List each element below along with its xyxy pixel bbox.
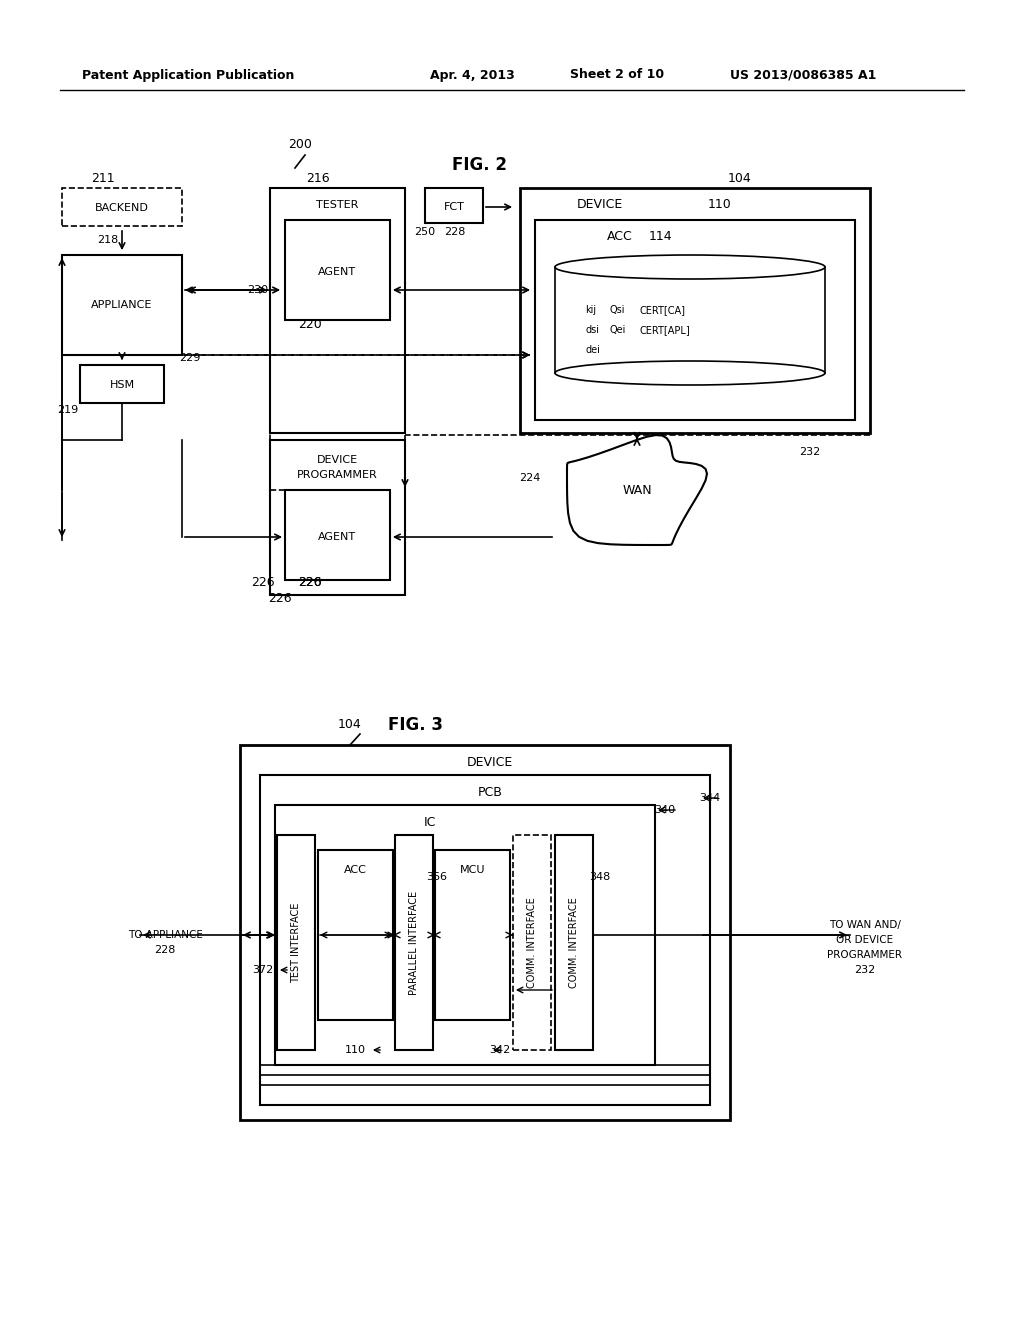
Text: TEST INTERFACE: TEST INTERFACE xyxy=(291,903,301,982)
Text: 211: 211 xyxy=(91,172,115,185)
Text: DEVICE: DEVICE xyxy=(467,756,513,770)
Text: PROGRAMMER: PROGRAMMER xyxy=(297,470,378,480)
Text: 226: 226 xyxy=(268,591,292,605)
Bar xyxy=(278,836,315,1049)
Text: ACC: ACC xyxy=(344,865,367,875)
Text: Patent Application Publication: Patent Application Publication xyxy=(82,69,294,82)
Text: TO WAN AND/: TO WAN AND/ xyxy=(829,920,901,931)
Text: MCU: MCU xyxy=(460,865,485,875)
Text: FIG. 2: FIG. 2 xyxy=(453,156,508,174)
Polygon shape xyxy=(567,436,707,545)
Text: 114: 114 xyxy=(648,231,672,243)
Bar xyxy=(270,187,406,433)
Text: dei: dei xyxy=(585,345,600,355)
Text: CERT[CA]: CERT[CA] xyxy=(640,305,686,315)
Text: Apr. 4, 2013: Apr. 4, 2013 xyxy=(430,69,515,82)
Text: AGENT: AGENT xyxy=(317,267,356,277)
Text: 104: 104 xyxy=(728,172,752,185)
Text: 110: 110 xyxy=(344,1045,366,1055)
Text: TO APPLIANCE: TO APPLIANCE xyxy=(128,931,203,940)
Ellipse shape xyxy=(555,360,825,385)
Text: 342: 342 xyxy=(489,1045,511,1055)
Text: 228: 228 xyxy=(155,945,176,954)
Text: COMM. INTERFACE: COMM. INTERFACE xyxy=(527,898,537,987)
Bar xyxy=(270,440,406,595)
Text: 250: 250 xyxy=(415,227,435,238)
Text: 200: 200 xyxy=(288,139,312,152)
Text: 229: 229 xyxy=(179,352,201,363)
Text: 372: 372 xyxy=(252,965,273,975)
Bar xyxy=(275,805,655,1065)
Text: WAN: WAN xyxy=(623,483,652,496)
Text: 110: 110 xyxy=(709,198,732,211)
Text: 348: 348 xyxy=(590,873,610,882)
Text: 228: 228 xyxy=(444,227,466,238)
Text: BACKEND: BACKEND xyxy=(95,203,148,213)
Bar xyxy=(240,744,730,1119)
Text: Sheet 2 of 10: Sheet 2 of 10 xyxy=(570,69,665,82)
Text: 216: 216 xyxy=(306,172,330,185)
Bar xyxy=(555,836,593,1049)
Text: IC: IC xyxy=(424,817,436,829)
Bar xyxy=(260,775,710,1105)
Text: 220: 220 xyxy=(298,318,322,331)
Text: 232: 232 xyxy=(854,965,876,975)
Text: OR DEVICE: OR DEVICE xyxy=(837,935,894,945)
Text: PROGRAMMER: PROGRAMMER xyxy=(827,950,902,960)
Bar xyxy=(395,836,433,1049)
Text: APPLIANCE: APPLIANCE xyxy=(91,300,153,310)
Text: 224: 224 xyxy=(519,473,541,483)
Text: Qei: Qei xyxy=(610,325,627,335)
Bar xyxy=(62,255,182,355)
Text: PARALLEL INTERFACE: PARALLEL INTERFACE xyxy=(409,891,419,994)
Text: HSM: HSM xyxy=(110,380,134,389)
Text: 219: 219 xyxy=(57,405,79,414)
Text: 230: 230 xyxy=(248,285,268,294)
Text: CERT[APL]: CERT[APL] xyxy=(640,325,691,335)
Text: 232: 232 xyxy=(800,447,820,457)
Text: US 2013/0086385 A1: US 2013/0086385 A1 xyxy=(730,69,877,82)
Text: FIG. 3: FIG. 3 xyxy=(387,715,442,734)
Bar xyxy=(535,220,855,420)
Text: 366: 366 xyxy=(427,873,447,882)
Text: 344: 344 xyxy=(699,793,721,803)
Text: COMM. INTERFACE: COMM. INTERFACE xyxy=(569,898,579,987)
Text: DEVICE: DEVICE xyxy=(316,455,357,465)
Text: kij: kij xyxy=(585,305,596,315)
Text: PCB: PCB xyxy=(477,787,503,800)
Bar xyxy=(520,187,870,433)
Bar xyxy=(285,490,390,579)
Bar xyxy=(425,187,483,223)
Bar xyxy=(435,850,510,1020)
Text: DEVICE: DEVICE xyxy=(577,198,624,211)
Text: FCT: FCT xyxy=(443,202,465,213)
Text: 104: 104 xyxy=(338,718,361,731)
Text: 226: 226 xyxy=(251,576,274,589)
Text: 226: 226 xyxy=(298,576,322,589)
Text: AGENT: AGENT xyxy=(317,532,356,543)
Text: 340: 340 xyxy=(654,805,676,814)
Text: 220: 220 xyxy=(298,576,322,589)
Text: dsi: dsi xyxy=(585,325,599,335)
Text: Qsi: Qsi xyxy=(610,305,626,315)
Bar xyxy=(62,187,182,226)
Bar xyxy=(285,220,390,319)
Ellipse shape xyxy=(555,255,825,279)
Text: 218: 218 xyxy=(97,235,119,246)
Text: ACC: ACC xyxy=(607,231,633,243)
Text: TESTER: TESTER xyxy=(315,201,358,210)
Bar xyxy=(318,850,393,1020)
Bar xyxy=(80,366,164,403)
Bar xyxy=(513,836,551,1049)
